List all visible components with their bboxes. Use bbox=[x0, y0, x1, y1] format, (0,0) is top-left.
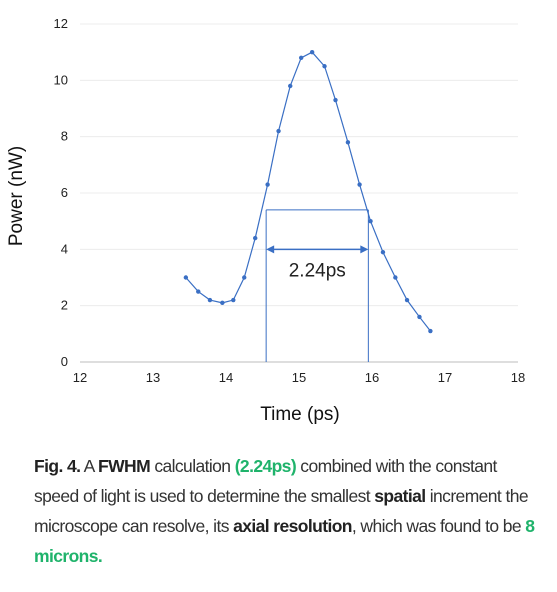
caption-text-5: , which was found to be bbox=[351, 516, 526, 536]
caption-microns: 8 microns. bbox=[34, 516, 535, 566]
data-point bbox=[288, 83, 293, 89]
caption-text-4: increment the microscope can resolve, it… bbox=[34, 486, 529, 536]
caption-value: (2.24ps) bbox=[234, 456, 297, 476]
fwhm-arrowhead-right bbox=[360, 245, 369, 254]
y-tick-label: 12 bbox=[54, 16, 68, 31]
caption-text-3: combined with the constant speed of ligh… bbox=[34, 456, 497, 506]
figure-caption: Fig. 4. A FWHM calculation (2.24ps) comb… bbox=[34, 451, 544, 571]
data-point bbox=[196, 289, 201, 294]
x-tick-label: 12 bbox=[73, 370, 87, 385]
x-tick-label: 13 bbox=[146, 370, 160, 385]
caption-text-1: A bbox=[80, 456, 99, 476]
data-point bbox=[183, 275, 189, 280]
x-axis-title: Time (ps) bbox=[260, 404, 340, 425]
y-tick-label: 2 bbox=[61, 298, 68, 313]
caption-text-2: calculation bbox=[150, 456, 235, 476]
x-axis-ticks: 12 13 14 15 16 17 18 bbox=[73, 370, 525, 385]
y-tick-label: 10 bbox=[54, 72, 68, 87]
data-point bbox=[276, 128, 281, 134]
data-point bbox=[428, 328, 433, 334]
data-point bbox=[253, 235, 258, 241]
data-point bbox=[220, 300, 225, 306]
y-tick-label: 6 bbox=[61, 185, 68, 200]
data-point bbox=[345, 140, 351, 145]
caption-fig-label: Fig. 4. bbox=[34, 456, 81, 476]
data-point bbox=[404, 297, 410, 303]
y-axis-ticks: 0 2 4 6 8 10 12 bbox=[54, 16, 68, 369]
fwhm-annotation: 2.24ps bbox=[265, 209, 369, 362]
data-point bbox=[242, 275, 247, 280]
fwhm-arrowhead-left bbox=[266, 245, 275, 254]
caption-spatial: spatial bbox=[374, 486, 426, 506]
data-point bbox=[417, 314, 422, 320]
fwhm-label: 2.24ps bbox=[289, 260, 346, 281]
x-tick-label: 16 bbox=[365, 370, 379, 385]
series-line bbox=[185, 51, 431, 332]
y-tick-label: 4 bbox=[61, 241, 68, 256]
data-point bbox=[368, 218, 373, 224]
caption-axial: axial resolution bbox=[233, 516, 352, 536]
data-point bbox=[231, 297, 236, 303]
data-point bbox=[380, 249, 386, 255]
fwhm-line-chart: 0 2 4 6 8 10 12 12 13 14 15 16 17 18 2.24ps Time (ps… bbox=[6, 16, 525, 425]
data-point bbox=[265, 182, 270, 187]
y-tick-label: 8 bbox=[61, 129, 68, 144]
data-point bbox=[298, 55, 304, 60]
y-tick-label: 0 bbox=[61, 354, 68, 369]
data-point bbox=[309, 49, 315, 55]
x-tick-label: 17 bbox=[438, 370, 452, 385]
data-point bbox=[322, 64, 327, 69]
y-gridlines bbox=[80, 23, 518, 363]
data-point bbox=[357, 182, 362, 187]
data-point bbox=[393, 275, 398, 280]
y-axis-title: Power (nW) bbox=[6, 146, 27, 246]
power-series bbox=[183, 49, 433, 334]
caption-fwhm: FWHM bbox=[98, 456, 151, 476]
x-tick-label: 18 bbox=[511, 370, 525, 385]
data-point bbox=[207, 297, 213, 303]
x-tick-label: 14 bbox=[219, 370, 233, 385]
data-point bbox=[333, 97, 338, 103]
x-tick-label: 15 bbox=[292, 370, 306, 385]
